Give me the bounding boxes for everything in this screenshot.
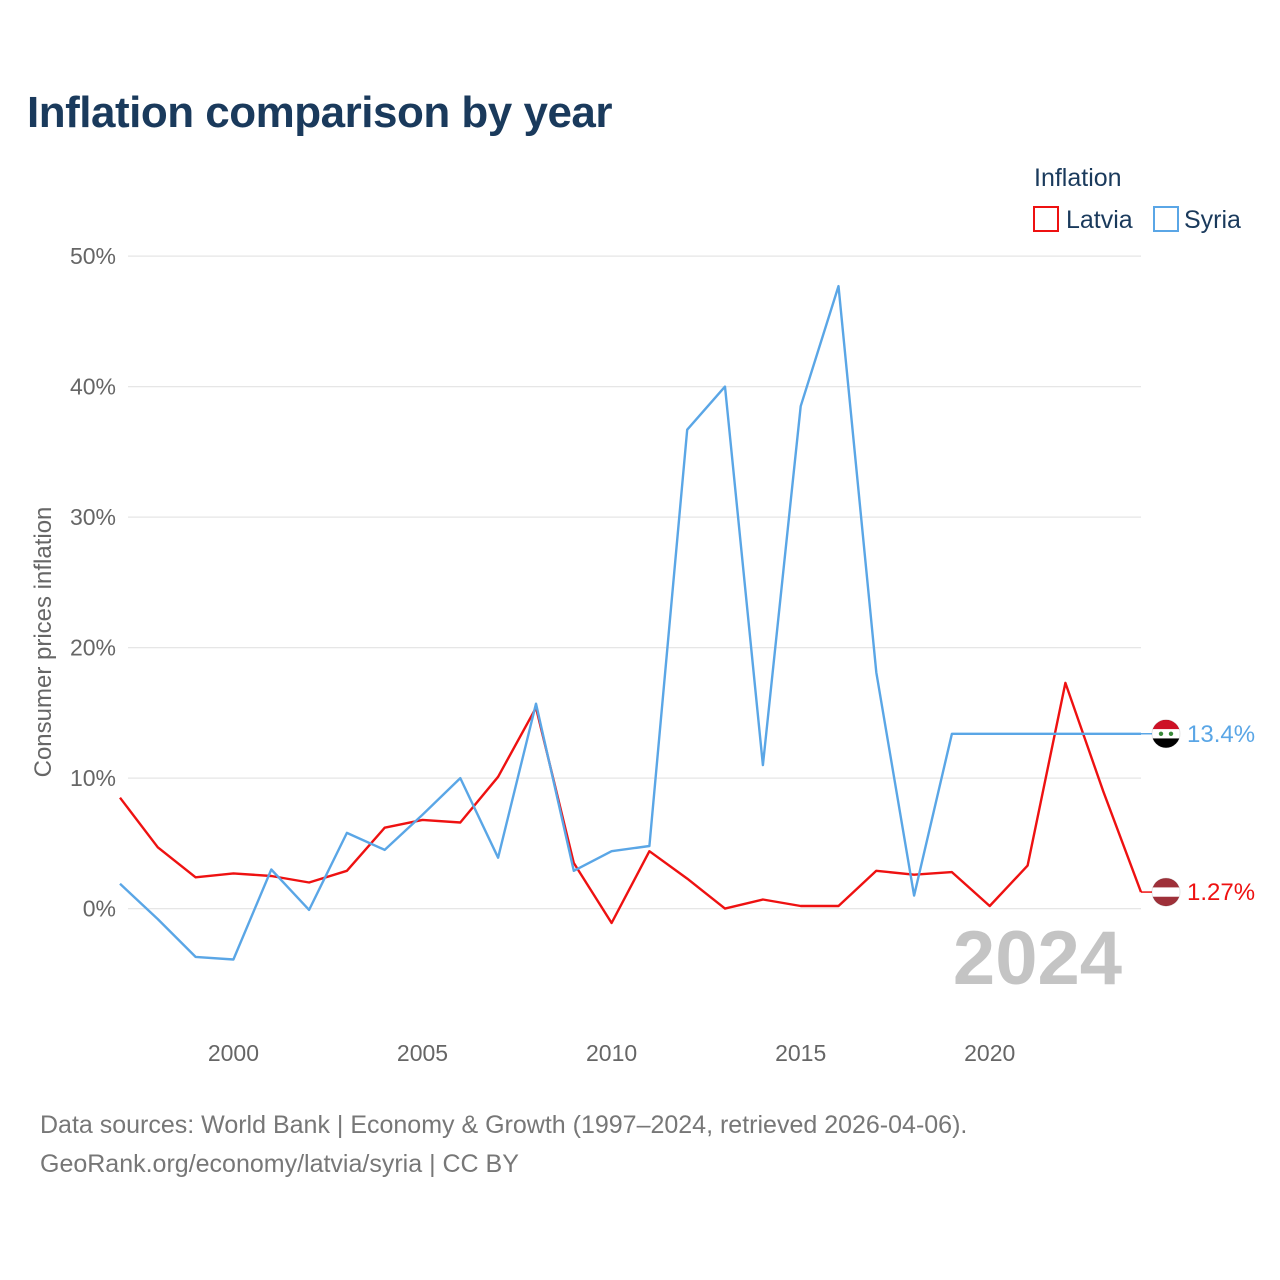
legend-label-syria: Syria: [1184, 206, 1241, 234]
x-axis-ticks: 2000 2005 2010 2015 2020: [208, 1040, 1015, 1066]
chart-title: Inflation comparison by year: [27, 88, 613, 137]
y-tick-label: 50%: [70, 243, 116, 269]
series-line-syria: [119, 284, 1141, 961]
y-axis-ticks: 0% 10% 20% 30% 40% 50%: [70, 243, 116, 922]
footer: Data sources: World Bank | Economy & Gro…: [40, 1106, 967, 1184]
x-tick-label: 2020: [964, 1040, 1015, 1066]
y-tick-label: 0%: [83, 896, 116, 922]
latvia-flag-icon: [1151, 877, 1181, 907]
x-tick-label: 2000: [208, 1040, 259, 1066]
x-tick-label: 2010: [586, 1040, 637, 1066]
y-tick-label: 10%: [70, 765, 116, 791]
source-url-text[interactable]: GeoRank.org/economy/latvia/syria | CC BY: [40, 1150, 519, 1178]
x-tick-label: 2005: [397, 1040, 448, 1066]
series-end-labels: 1.27% 13.4%: [1141, 719, 1255, 907]
legend: Inflation Latvia Syria: [1033, 164, 1241, 234]
series-line-latvia: [119, 681, 1143, 925]
x-tick-label: 2015: [775, 1040, 826, 1066]
y-axis-label: Consumer prices inflation: [30, 507, 57, 778]
year-watermark: 2024: [953, 916, 1122, 1001]
y-tick-label: 20%: [70, 635, 116, 661]
syria-flag-icon: [1151, 719, 1181, 749]
end-label-syria: 13.4%: [1187, 721, 1255, 748]
legend-title: Inflation: [1034, 164, 1122, 192]
data-sources-text: Data sources: World Bank | Economy & Gro…: [40, 1111, 968, 1139]
legend-swatch-latvia: [1033, 206, 1059, 232]
grid-lines: [128, 255, 1141, 910]
series-lines: [119, 284, 1143, 961]
legend-swatch-syria: [1153, 206, 1179, 232]
y-tick-label: 40%: [70, 374, 116, 400]
legend-label-latvia: Latvia: [1066, 206, 1133, 234]
y-tick-label: 30%: [70, 504, 116, 530]
end-label-latvia: 1.27%: [1187, 879, 1255, 906]
